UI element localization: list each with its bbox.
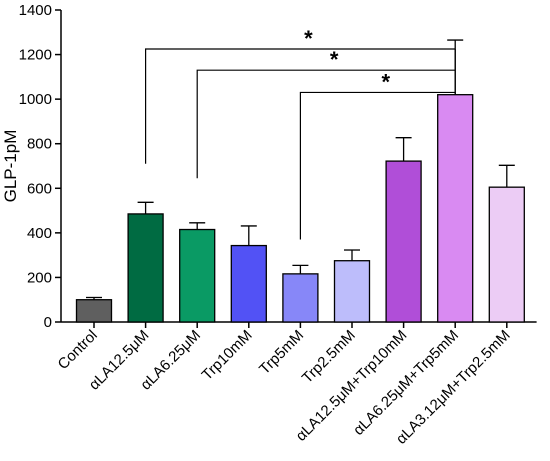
bars xyxy=(75,94,525,323)
bar xyxy=(282,273,319,323)
y-tick-label: 200 xyxy=(27,269,52,286)
bar xyxy=(75,299,113,323)
significance-bracket xyxy=(196,69,456,179)
bar xyxy=(230,244,267,323)
bar xyxy=(333,260,371,323)
significance-brackets: * * * xyxy=(145,26,456,240)
y-tick-label: 400 xyxy=(27,225,52,242)
bar xyxy=(488,186,525,323)
bar xyxy=(437,94,474,323)
x-tick-label: Control xyxy=(55,327,101,373)
significance-star: * xyxy=(304,26,313,51)
y-tick-label: 0 xyxy=(44,314,52,331)
bar xyxy=(127,213,164,323)
y-tick-label: 800 xyxy=(27,136,52,153)
bar xyxy=(179,228,216,323)
y-tick-label: 1200 xyxy=(19,47,52,64)
significance-bracket xyxy=(145,48,456,164)
bar xyxy=(385,160,422,323)
significance-star: * xyxy=(382,69,391,94)
x-tick-label: Trp10mM xyxy=(199,327,256,384)
significance-bracket xyxy=(299,91,456,240)
y-axis-title: GLP-1pM xyxy=(1,130,20,203)
y-tick-label: 600 xyxy=(27,180,52,197)
y-axis: 0 200 400 600 800 1000 1200 1400 xyxy=(19,2,62,331)
y-tick-label: 1400 xyxy=(19,2,52,19)
x-tick-label: Trp5mM xyxy=(256,327,307,378)
y-tick-label: 1000 xyxy=(19,91,52,108)
significance-star: * xyxy=(330,47,339,72)
